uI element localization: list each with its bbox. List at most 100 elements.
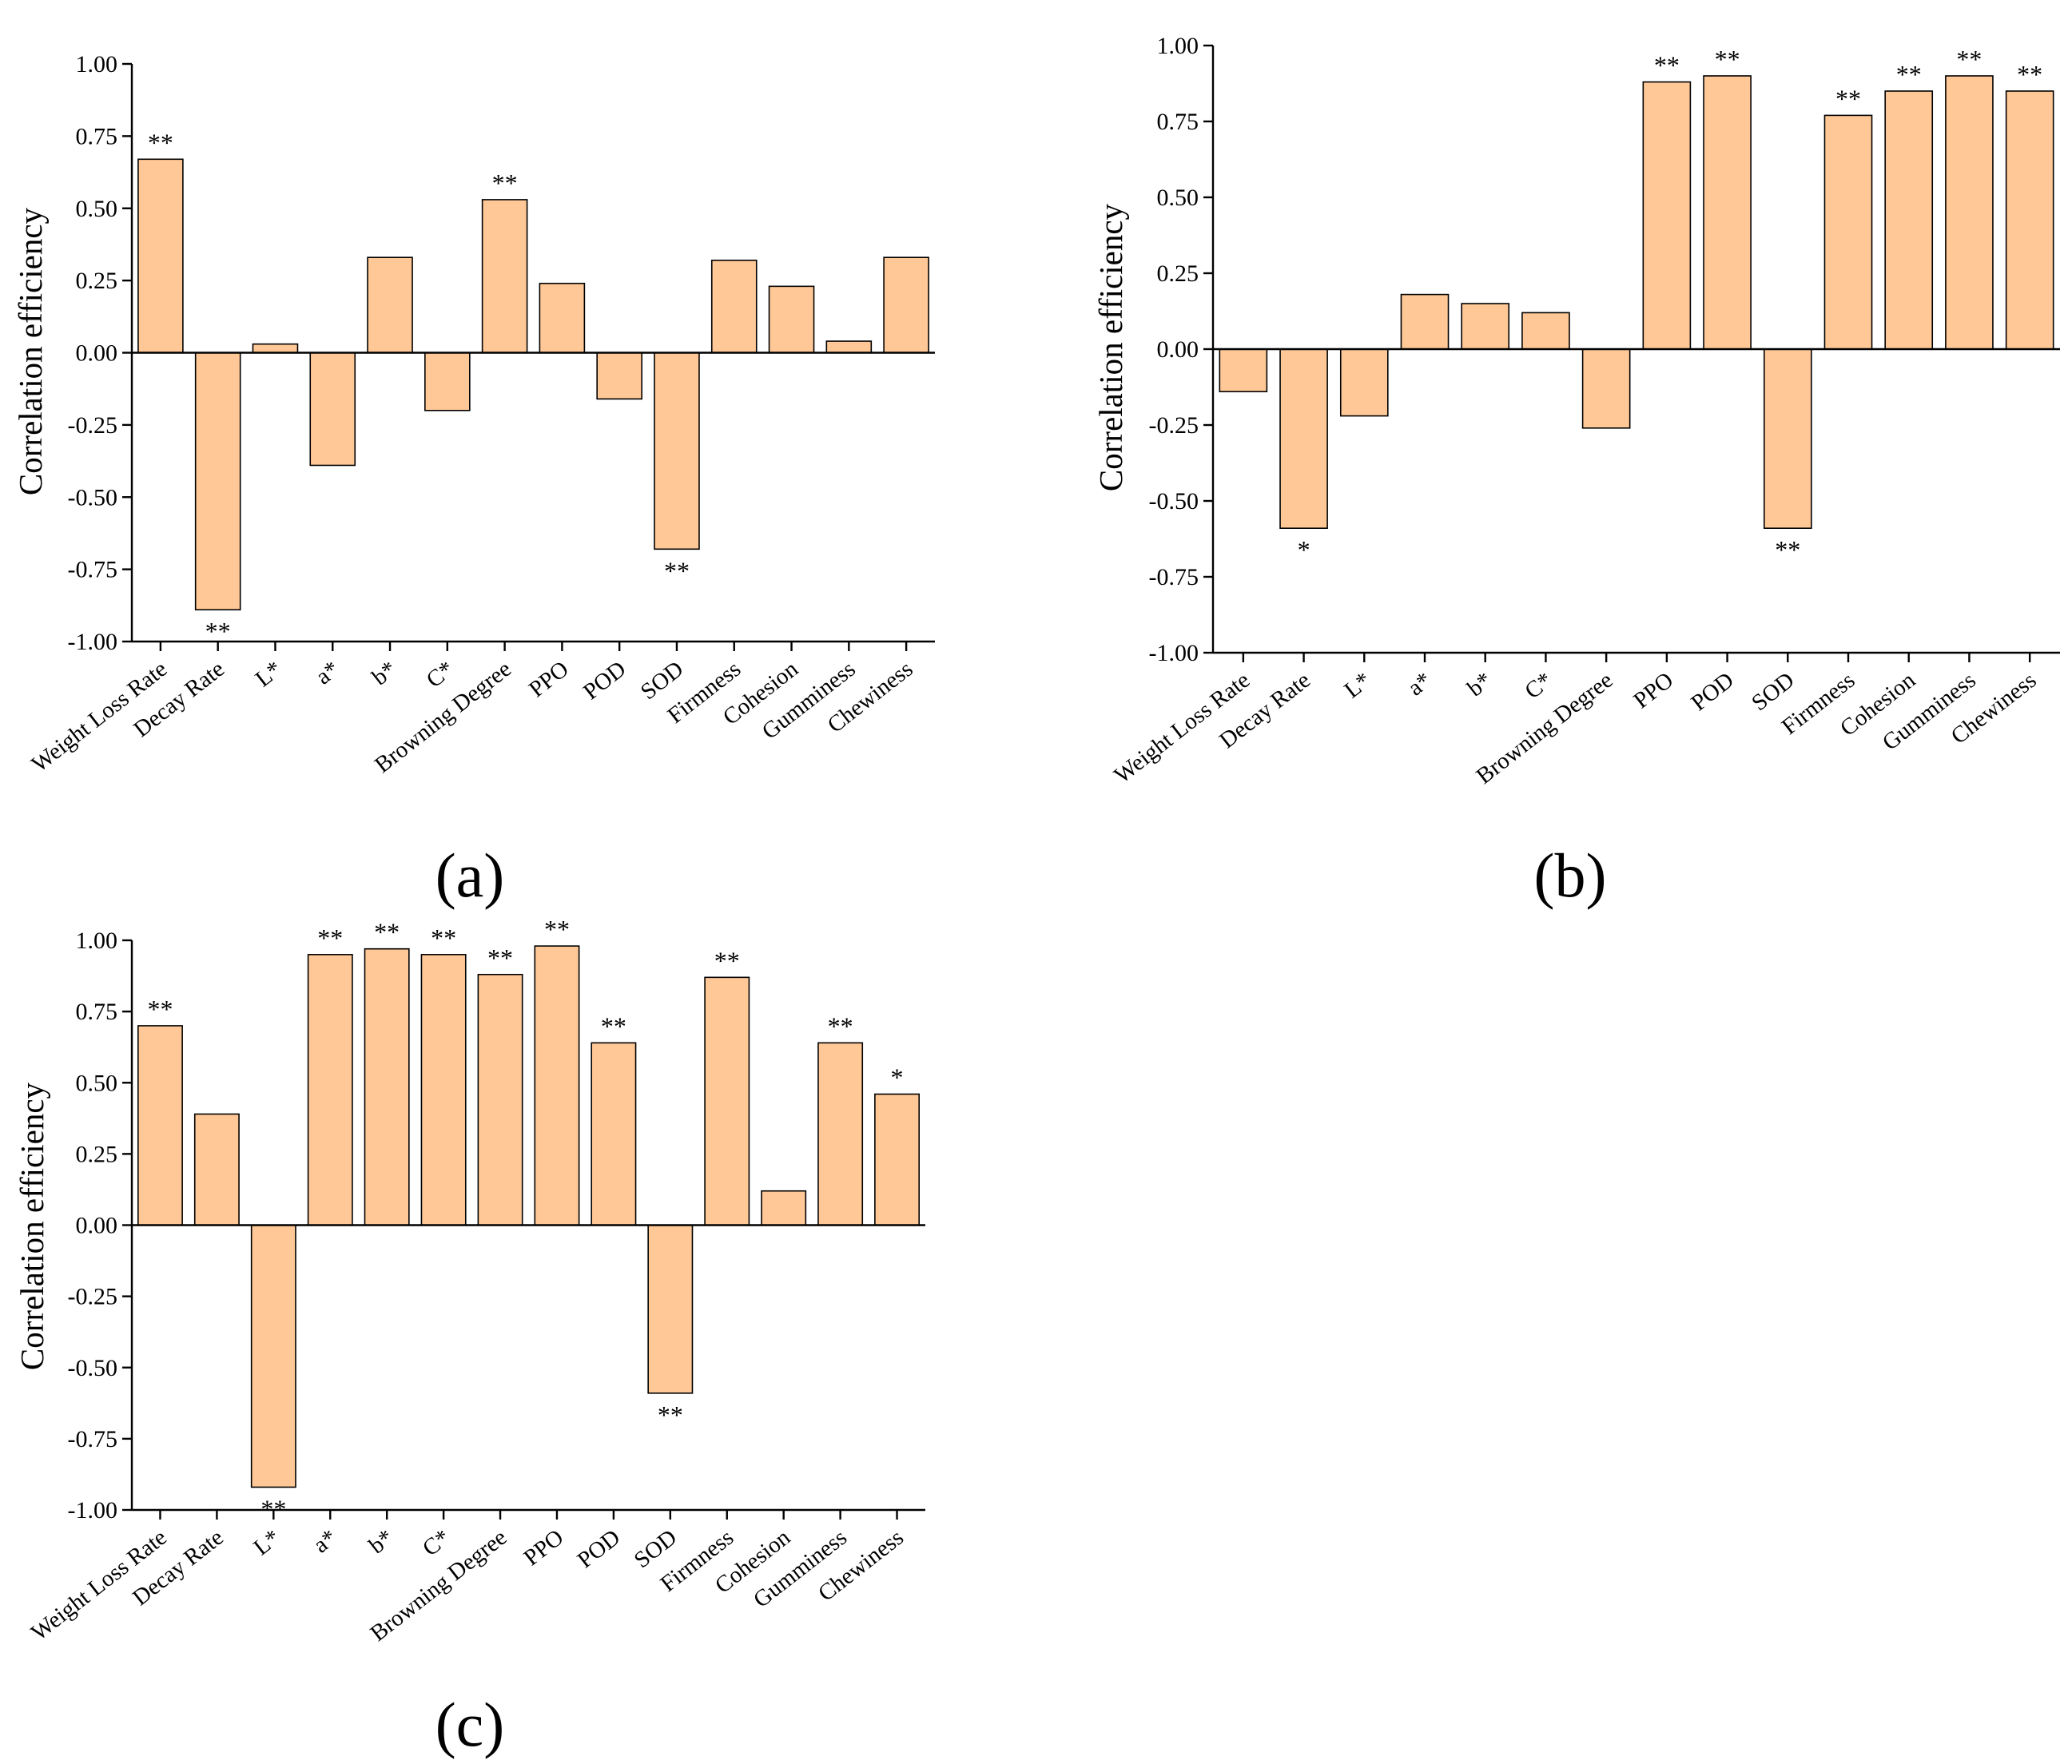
y-tick-label: -1.00 [68, 1497, 118, 1524]
bar-2 [252, 343, 299, 354]
bar-10 [704, 976, 750, 1226]
bar-13 [874, 1093, 920, 1226]
x-tick-label: a* [308, 1524, 341, 1558]
significance-label: ** [658, 1400, 683, 1429]
bar-6 [1581, 348, 1631, 429]
y-tick-label: -1.00 [1149, 640, 1199, 666]
x-tick-label: b* [368, 656, 402, 690]
bar-6 [477, 973, 523, 1226]
bar-8 [596, 352, 642, 400]
chart-panel-a: 1.00 0.75 0.50 0.25 0.00 -0.25 -0.50 -0.75 -1.00… [12, 51, 935, 910]
significance-label: ** [1956, 45, 1982, 74]
bar-2 [250, 1224, 296, 1488]
y-tick-label: 0.00 [1157, 336, 1199, 363]
y-tick-label: -0.50 [1149, 488, 1199, 514]
significance-label: ** [1896, 60, 1922, 89]
bar-0 [137, 158, 184, 354]
bar-7 [534, 945, 580, 1226]
bar-9 [1763, 348, 1812, 529]
bar-0 [1219, 348, 1268, 393]
x-tick-label: C* [422, 656, 459, 693]
significance-label: ** [2017, 60, 2042, 89]
bar-12 [825, 340, 873, 354]
bar-1 [1279, 348, 1328, 529]
bar-5 [424, 352, 471, 411]
y-tick-label: 1.00 [1157, 33, 1199, 59]
y-tick-label: 0.50 [76, 196, 118, 222]
bar-9 [647, 1224, 694, 1394]
panel-label: (c) [435, 1690, 505, 1759]
x-tick-label: C* [418, 1524, 455, 1561]
bar-7 [539, 282, 586, 354]
y-tick-label: -0.75 [68, 557, 118, 583]
bar-11 [1884, 90, 1934, 350]
x-tick-label: PPO [1629, 667, 1679, 713]
y-axis-title: Correlation efficiency [1092, 203, 1129, 491]
bar-8 [591, 1042, 637, 1226]
significance-label: ** [317, 924, 343, 952]
bar-4 [367, 256, 413, 354]
y-tick-label: -0.25 [68, 1284, 118, 1310]
y-axis-title: Correlation efficiency [14, 1082, 50, 1370]
bar-3 [307, 954, 353, 1226]
bar-13 [2005, 90, 2054, 350]
y-tick-label: -0.75 [68, 1426, 118, 1452]
x-tick-label: PPO [524, 656, 574, 702]
y-tick-label: 0.00 [76, 1213, 118, 1239]
bar-8 [1703, 75, 1752, 350]
y-tick-label: -0.50 [68, 484, 118, 511]
y-tick-label: 0.75 [76, 999, 118, 1025]
bar-1 [193, 1113, 240, 1226]
bar-12 [817, 1042, 864, 1226]
bar-5 [420, 954, 467, 1226]
x-tick-label: POD [1686, 667, 1738, 716]
panel-label: (a) [435, 840, 505, 910]
y-tick-label: -0.25 [1149, 412, 1199, 439]
significance-label: ** [1715, 45, 1740, 74]
bar-4 [364, 948, 410, 1226]
y-tick-label: 0.75 [1157, 109, 1199, 135]
x-tick-label: POD [579, 656, 630, 705]
bar-3 [1400, 293, 1450, 350]
y-tick-label: 0.50 [76, 1070, 118, 1096]
bar-9 [654, 352, 700, 550]
y-tick-label: 0.00 [76, 340, 118, 367]
significance-label: * [891, 1063, 904, 1092]
x-tick-label: PPO [519, 1524, 569, 1571]
y-axis-title: Correlation efficiency [12, 207, 49, 495]
significance-label: ** [828, 1011, 853, 1040]
bar-1 [194, 352, 241, 611]
significance-label: ** [1835, 84, 1861, 113]
bar-3 [309, 352, 356, 467]
significance-label: ** [147, 995, 173, 1023]
bar-5 [1521, 312, 1570, 350]
x-tick-label: L* [1340, 667, 1376, 703]
y-tick-label: -1.00 [68, 629, 118, 655]
bar-6 [481, 199, 528, 354]
x-tick-label: a* [1403, 667, 1436, 701]
significance-label: * [1298, 535, 1310, 564]
significance-label: ** [714, 946, 740, 975]
y-tick-label: 0.25 [76, 268, 118, 294]
significance-label: ** [1654, 51, 1680, 80]
x-tick-label: a* [311, 656, 344, 689]
chart-panel-c: 1.00 0.75 0.50 0.25 0.00 -0.25 -0.50 -0.75 -1.00… [14, 915, 925, 1759]
y-tick-label: -0.75 [1149, 564, 1199, 590]
y-tick-label: 0.50 [1157, 185, 1199, 211]
x-tick-label: C* [1520, 667, 1557, 704]
bar-12 [1945, 75, 1994, 350]
significance-label: ** [544, 915, 570, 944]
bar-2 [1339, 348, 1389, 417]
y-tick-label: 0.75 [76, 123, 118, 149]
significance-label: ** [487, 944, 513, 972]
x-tick-label: POD [573, 1524, 625, 1573]
bar-4 [1461, 303, 1510, 350]
significance-label: ** [601, 1011, 626, 1040]
bar-0 [137, 1025, 183, 1226]
x-tick-label: L* [251, 656, 287, 692]
x-tick-label: b* [1462, 667, 1497, 701]
y-tick-label: 1.00 [76, 51, 118, 77]
y-tick-label: 0.25 [76, 1141, 118, 1167]
bar-11 [761, 1190, 807, 1226]
